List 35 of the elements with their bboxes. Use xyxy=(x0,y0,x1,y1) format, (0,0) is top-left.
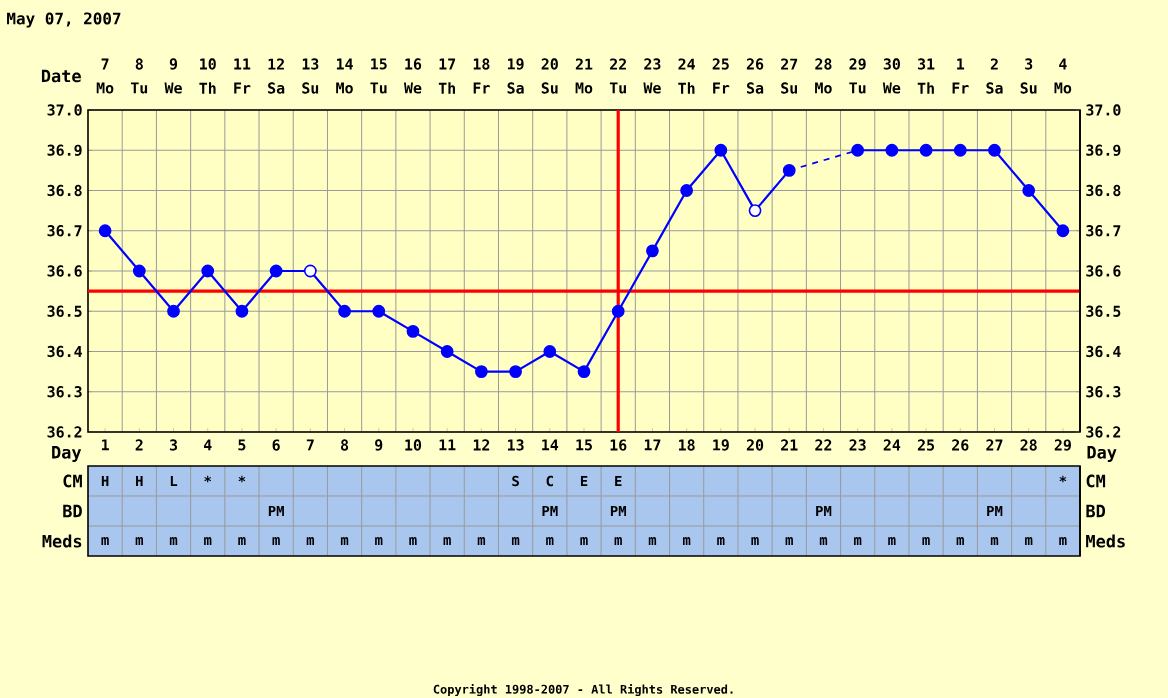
y-tick-label: CM xyxy=(63,474,82,488)
point xyxy=(646,244,659,258)
y2-tick-label: CM xyxy=(1086,474,1106,488)
point xyxy=(338,304,351,318)
point xyxy=(372,304,386,318)
point xyxy=(748,204,762,217)
point xyxy=(577,365,591,378)
point xyxy=(543,345,557,358)
y2-tick-label: Meds xyxy=(1086,534,1125,548)
point xyxy=(611,304,625,318)
text: Day xyxy=(1087,446,1117,462)
point xyxy=(201,264,215,278)
point xyxy=(714,143,728,157)
y-tick-label: Meds xyxy=(42,534,82,548)
point xyxy=(1056,224,1070,238)
point xyxy=(475,365,488,378)
point xyxy=(269,264,283,278)
point xyxy=(919,143,933,157)
point xyxy=(1022,184,1036,197)
point xyxy=(132,264,146,278)
point xyxy=(680,184,693,197)
point xyxy=(440,345,454,358)
point xyxy=(98,224,112,238)
x-axis-title: Day xyxy=(52,446,82,462)
point xyxy=(885,143,899,157)
point xyxy=(235,304,249,318)
point xyxy=(406,325,420,338)
y-tick-label: BD xyxy=(63,504,82,518)
text: Date xyxy=(41,69,81,83)
point xyxy=(509,365,522,378)
point xyxy=(167,304,180,318)
point xyxy=(988,143,1001,157)
point xyxy=(953,143,967,157)
y2-tick-label: BD xyxy=(1086,504,1106,518)
point xyxy=(303,264,317,278)
